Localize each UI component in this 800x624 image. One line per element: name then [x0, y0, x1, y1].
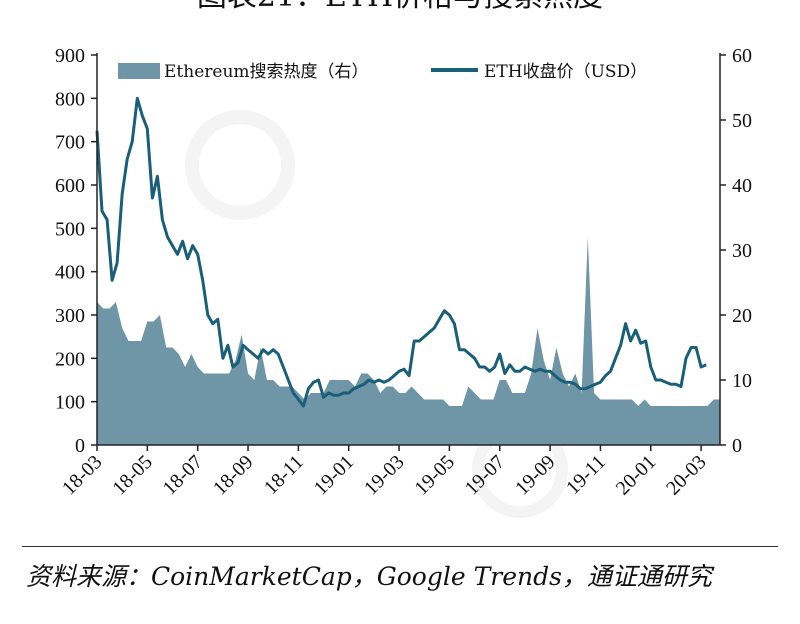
search-interest-area: [97, 237, 720, 445]
right-y-tick-label: 40: [732, 175, 752, 197]
chart-title: 图表21：ETH价格与搜索热度: [0, 0, 800, 14]
x-tick-label: 19-11: [562, 451, 610, 499]
left-y-tick-label: 500: [55, 218, 85, 240]
source-note: 资料来源：CoinMarketCap，Google Trends，通证通研究: [26, 562, 712, 591]
right-y-tick-label: 60: [732, 45, 752, 67]
legend-swatch-search-interest: [118, 63, 160, 79]
left-y-tick-label: 900: [55, 45, 85, 67]
chart-canvas: 0 100 200 300 400 500 600 700 800 900 0 10 20 30 40 50…: [55, 45, 752, 518]
right-y-tick-label: 50: [732, 110, 752, 132]
left-y-tick-label: 800: [55, 88, 85, 110]
right-y-tick-label: 10: [732, 370, 752, 392]
left-y-tick-label: 300: [55, 305, 85, 327]
x-tick-label: 20-03: [662, 451, 711, 500]
legend-label-search-interest: Ethereum搜索热度（右）: [164, 62, 369, 82]
x-tick-label: 19-05: [410, 451, 459, 500]
legend: Ethereum搜索热度（右） ETH收盘价（USD）: [118, 62, 647, 82]
right-y-tick-label: 0: [732, 435, 742, 457]
x-tick-label: 18-09: [209, 451, 258, 500]
right-y-tick-label: 30: [732, 240, 752, 262]
legend-label-eth-price: ETH收盘价（USD）: [484, 62, 647, 82]
x-tick-label: 19-01: [310, 451, 359, 500]
x-tick-label: 20-01: [612, 451, 661, 500]
left-y-tick-label: 400: [55, 262, 85, 284]
right-y-tick-label: 20: [732, 305, 752, 327]
left-y-tick-label: 600: [55, 175, 85, 197]
x-tick-label: 19-03: [360, 451, 409, 500]
left-y-tick-label: 0: [75, 435, 85, 457]
left-y-tick-label: 200: [55, 348, 85, 370]
eth-price-line: [95, 96, 707, 408]
left-y-tick-label: 100: [55, 392, 85, 414]
x-tick-label: 18-05: [108, 451, 157, 500]
footer-divider: [22, 546, 778, 547]
left-y-tick-label: 700: [55, 132, 85, 154]
x-tick-label: 18-11: [260, 451, 308, 499]
x-tick-label: 18-03: [58, 451, 107, 500]
x-tick-label: 18-07: [159, 451, 208, 500]
watermark-logo: [185, 110, 568, 518]
